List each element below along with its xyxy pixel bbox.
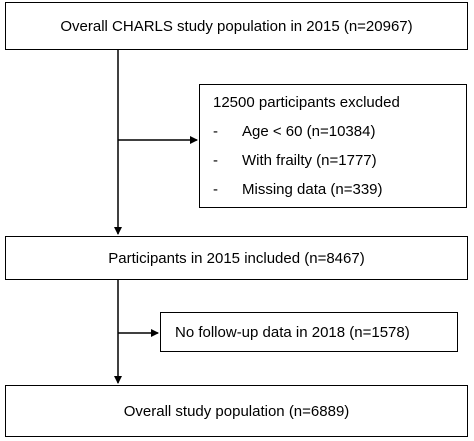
included-participants-box: Participants in 2015 included (n=8467) <box>5 236 468 280</box>
exclusion-box: 12500 participants excluded - Age < 60 (… <box>199 84 467 208</box>
no-followup-label: No follow-up data in 2018 (n=1578) <box>175 324 410 341</box>
exclusion-title: 12500 participants excluded <box>213 94 400 111</box>
exclusion-bullet: - <box>213 152 218 169</box>
initial-population-box: Overall CHARLS study population in 2015 … <box>5 2 468 50</box>
included-participants-label: Participants in 2015 included (n=8467) <box>108 250 365 267</box>
no-followup-box: No follow-up data in 2018 (n=1578) <box>160 312 458 352</box>
exclusion-bullet: - <box>213 123 218 140</box>
exclusion-item-label: With frailty (n=1777) <box>242 152 377 169</box>
exclusion-item-label: Missing data (n=339) <box>242 181 383 198</box>
exclusion-item-label: Age < 60 (n=10384) <box>242 123 376 140</box>
final-population-label: Overall study population (n=6889) <box>123 403 350 420</box>
final-population-box: Overall study population (n=6889) <box>5 385 468 437</box>
initial-population-label: Overall CHARLS study population in 2015 … <box>60 18 413 35</box>
exclusion-bullet: - <box>213 181 218 198</box>
